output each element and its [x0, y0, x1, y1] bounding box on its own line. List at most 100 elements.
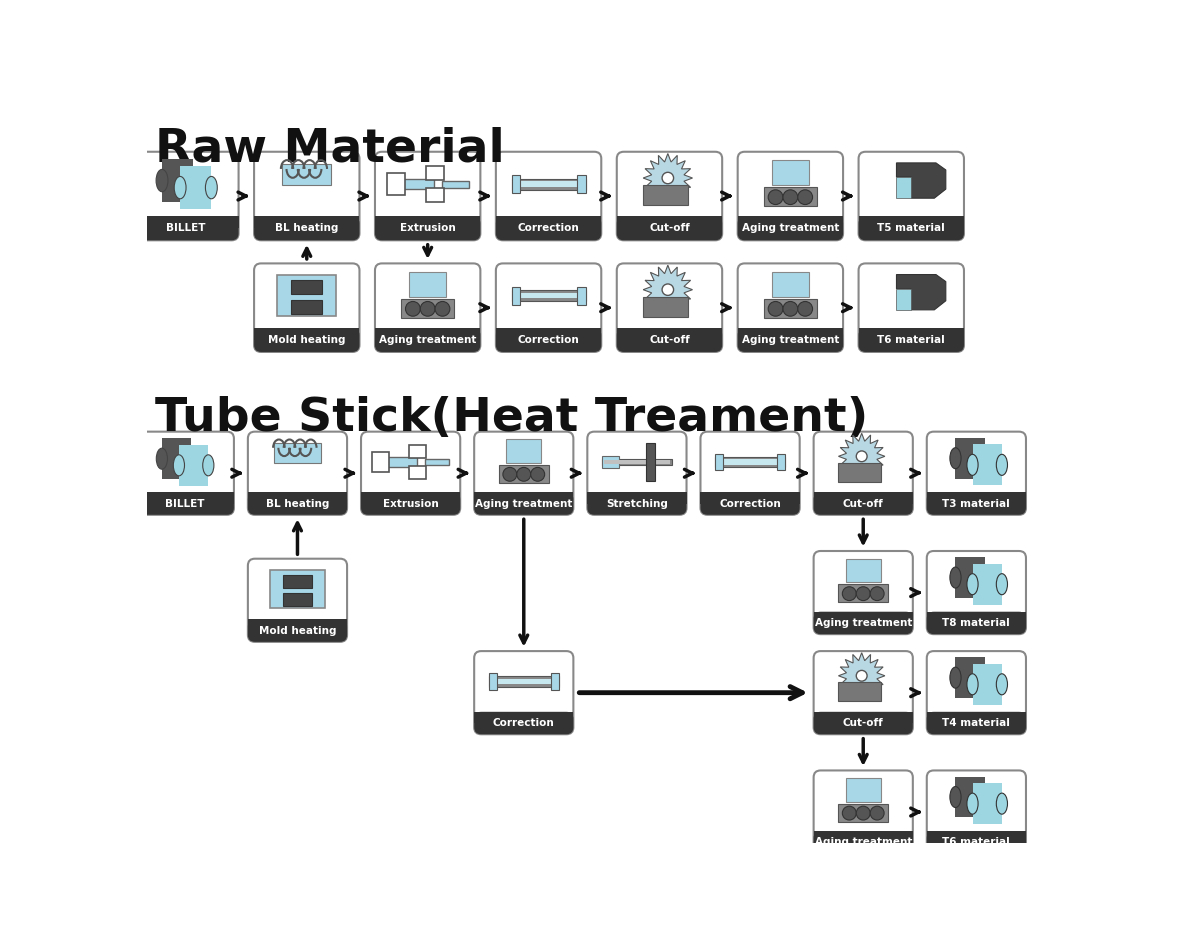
Bar — [134, 492, 234, 504]
Ellipse shape — [967, 673, 978, 695]
Circle shape — [420, 301, 435, 316]
Bar — [162, 438, 192, 479]
FancyBboxPatch shape — [813, 652, 913, 734]
Ellipse shape — [157, 170, 168, 191]
FancyBboxPatch shape — [474, 492, 573, 515]
FancyBboxPatch shape — [254, 217, 359, 241]
FancyBboxPatch shape — [375, 263, 480, 352]
Bar — [488, 676, 559, 687]
FancyBboxPatch shape — [813, 712, 913, 734]
Circle shape — [856, 806, 870, 820]
Bar — [372, 452, 388, 473]
Bar — [956, 777, 985, 817]
FancyBboxPatch shape — [617, 263, 723, 352]
Text: T5 material: T5 material — [877, 223, 945, 233]
FancyBboxPatch shape — [738, 328, 843, 352]
Circle shape — [783, 301, 798, 316]
FancyBboxPatch shape — [700, 492, 799, 515]
Bar — [587, 492, 686, 504]
Text: Aging treatment: Aging treatment — [476, 498, 572, 509]
Bar — [393, 179, 434, 189]
FancyBboxPatch shape — [496, 217, 601, 241]
Ellipse shape — [187, 170, 199, 191]
FancyBboxPatch shape — [496, 152, 601, 241]
Ellipse shape — [967, 455, 978, 475]
Polygon shape — [643, 265, 692, 314]
Polygon shape — [643, 153, 692, 203]
FancyBboxPatch shape — [858, 217, 964, 241]
Text: T8 material: T8 material — [943, 618, 1010, 628]
FancyBboxPatch shape — [254, 152, 359, 241]
Circle shape — [798, 301, 812, 316]
Ellipse shape — [996, 673, 1008, 695]
FancyBboxPatch shape — [926, 612, 1026, 634]
Bar — [846, 559, 880, 582]
Bar — [738, 328, 843, 340]
FancyBboxPatch shape — [617, 152, 723, 241]
FancyBboxPatch shape — [134, 492, 234, 515]
FancyBboxPatch shape — [738, 217, 843, 241]
Ellipse shape — [950, 448, 962, 469]
Ellipse shape — [996, 455, 1008, 475]
FancyBboxPatch shape — [248, 619, 347, 642]
Ellipse shape — [996, 794, 1008, 814]
FancyBboxPatch shape — [617, 328, 723, 352]
Polygon shape — [897, 177, 911, 198]
Bar — [248, 619, 347, 631]
Text: Aging treatment: Aging treatment — [379, 335, 477, 345]
Bar — [282, 164, 332, 185]
Bar — [512, 175, 520, 193]
Bar — [180, 166, 212, 209]
Bar — [813, 712, 913, 723]
Circle shape — [783, 189, 798, 205]
Circle shape — [870, 806, 884, 820]
Ellipse shape — [967, 794, 978, 814]
Circle shape — [870, 587, 884, 600]
FancyBboxPatch shape — [375, 217, 480, 241]
Circle shape — [843, 587, 856, 600]
Bar — [926, 712, 1026, 723]
Text: Aging treatment: Aging treatment — [742, 335, 839, 345]
Ellipse shape — [202, 455, 214, 475]
Bar — [496, 217, 601, 228]
Bar — [956, 657, 985, 698]
Bar — [179, 445, 208, 486]
Text: T4 material: T4 material — [943, 718, 1010, 728]
Text: Cut-off: Cut-off — [649, 223, 690, 233]
FancyBboxPatch shape — [248, 432, 347, 515]
Bar — [551, 673, 559, 689]
Text: BL heating: BL heating — [266, 498, 330, 509]
FancyBboxPatch shape — [926, 712, 1026, 734]
Bar — [617, 328, 723, 340]
Bar — [578, 175, 586, 193]
Text: Correction: Correction — [493, 718, 554, 728]
Bar — [410, 445, 426, 458]
Circle shape — [517, 468, 531, 481]
FancyBboxPatch shape — [738, 152, 843, 241]
FancyBboxPatch shape — [858, 328, 964, 352]
FancyBboxPatch shape — [496, 328, 601, 352]
Polygon shape — [838, 434, 885, 479]
Bar — [716, 456, 785, 467]
Text: BL heating: BL heating — [275, 223, 339, 233]
Text: Tube Stick(Heat Treament): Tube Stick(Heat Treament) — [155, 396, 869, 441]
Bar — [378, 457, 417, 467]
Bar — [956, 438, 985, 478]
FancyBboxPatch shape — [926, 492, 1026, 515]
Text: Correction: Correction — [719, 498, 782, 509]
FancyBboxPatch shape — [738, 263, 843, 352]
Text: Cut-off: Cut-off — [649, 335, 690, 345]
Circle shape — [798, 189, 812, 205]
Bar — [162, 159, 193, 203]
Circle shape — [435, 301, 450, 316]
FancyBboxPatch shape — [361, 432, 460, 515]
FancyBboxPatch shape — [926, 652, 1026, 734]
Bar — [972, 563, 1002, 604]
FancyBboxPatch shape — [926, 432, 1026, 515]
Bar — [578, 287, 586, 305]
Polygon shape — [838, 652, 885, 699]
Text: T3 material: T3 material — [943, 498, 1010, 509]
FancyBboxPatch shape — [587, 492, 686, 515]
Bar — [838, 584, 889, 602]
Text: Correction: Correction — [518, 335, 579, 345]
